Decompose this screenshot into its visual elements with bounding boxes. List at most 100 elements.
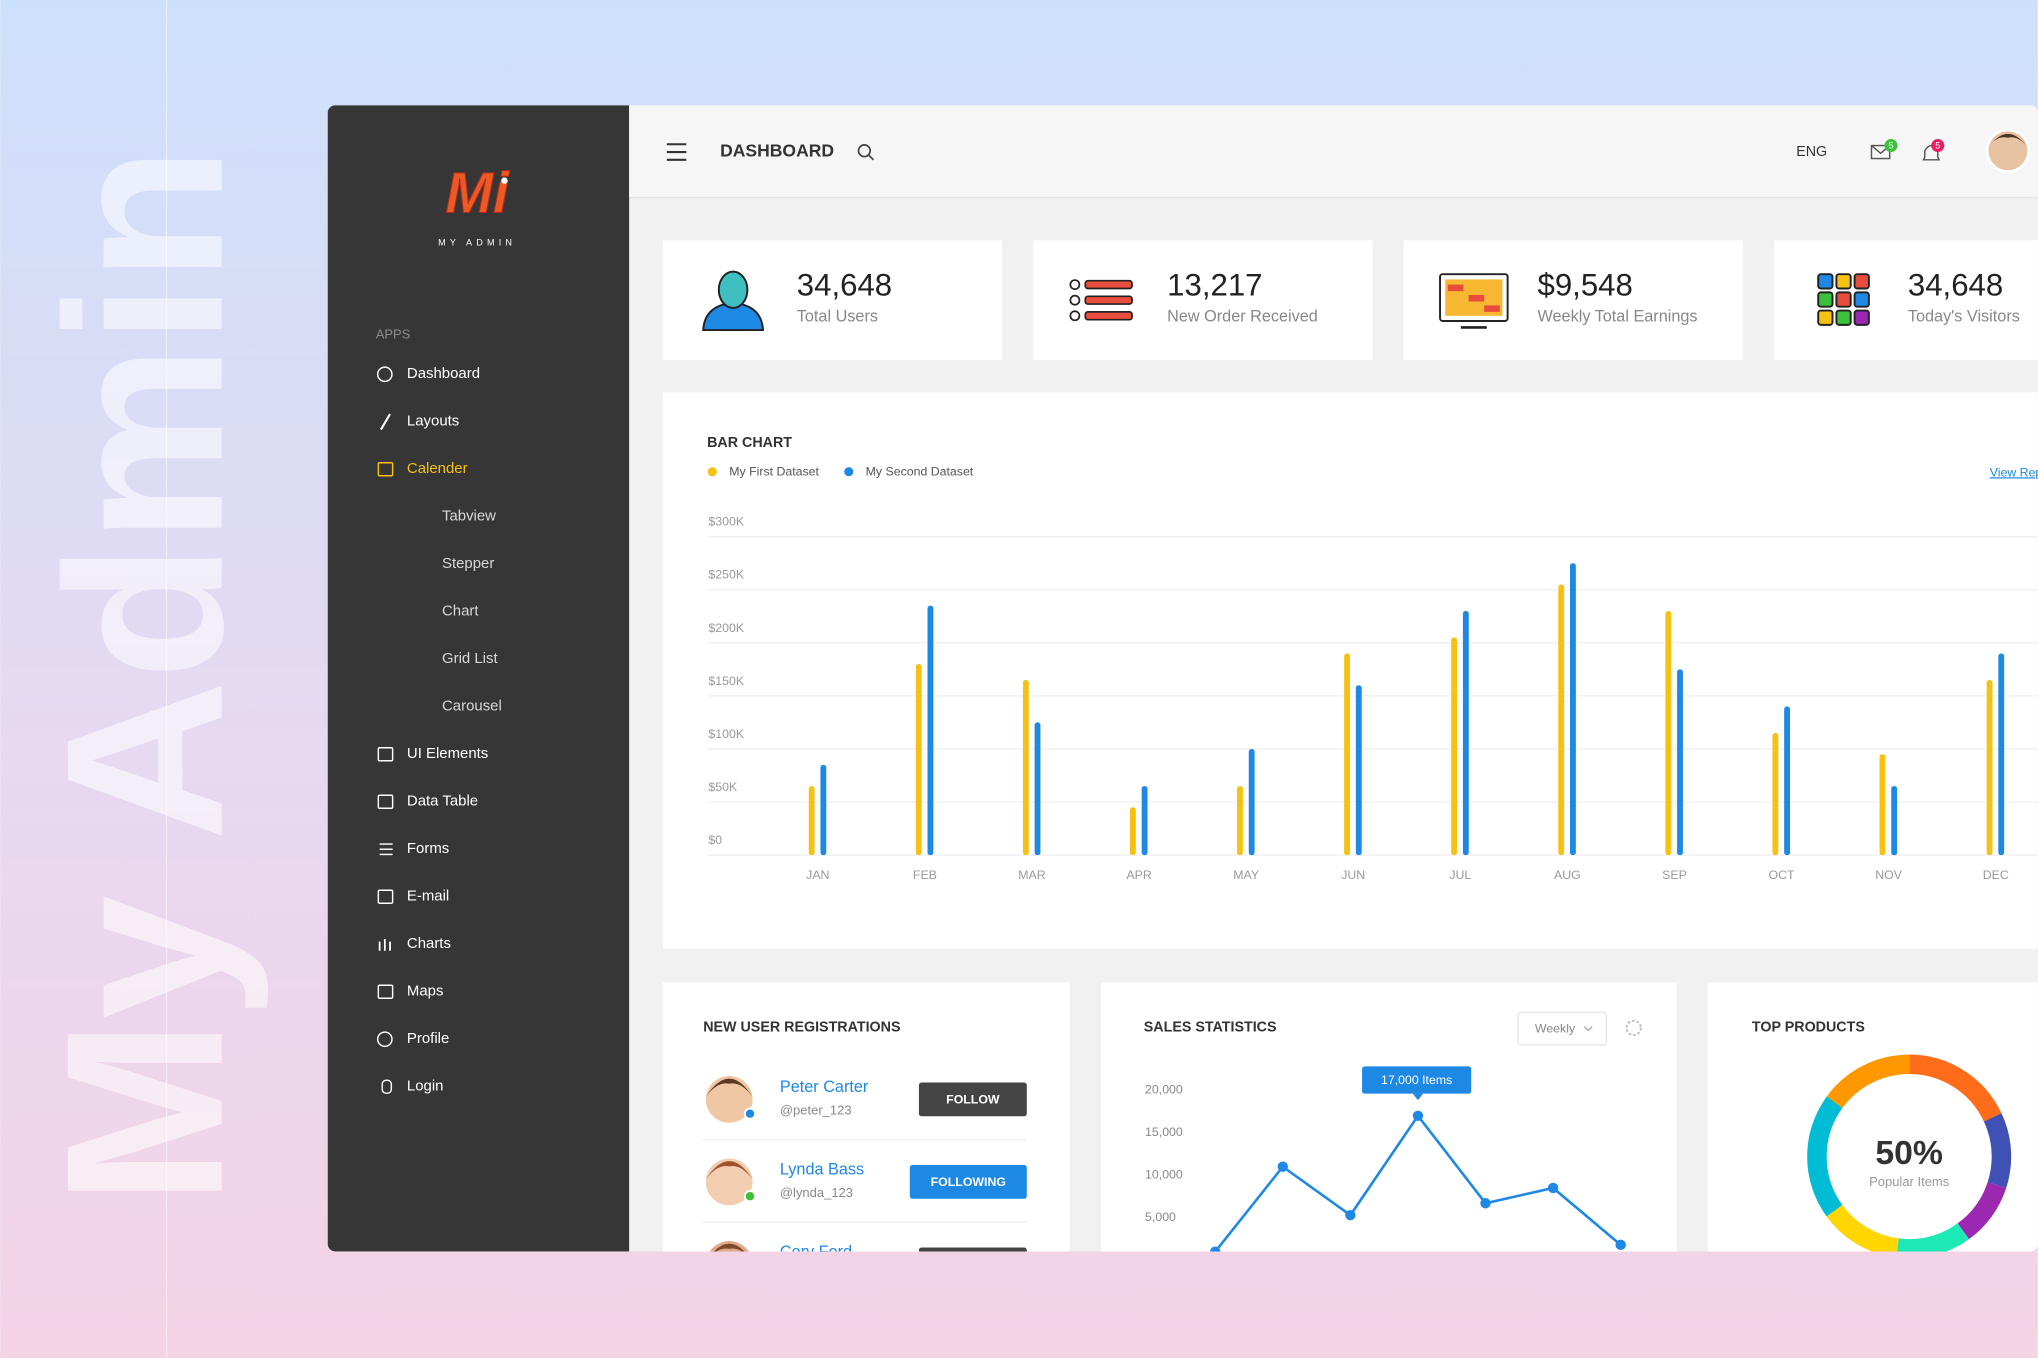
avatar-hair — [705, 1078, 753, 1097]
mail-badge — [1884, 139, 1898, 153]
nav-item[interactable]: Chart — [442, 603, 479, 620]
y-tick-label: $50K — [708, 780, 738, 794]
point — [1480, 1198, 1491, 1209]
x-tick-label: AUG — [1554, 868, 1581, 882]
user-name[interactable]: Lynda Bass — [780, 1161, 864, 1179]
user-row: Lynda Bass @lynda_123 FOLLOWING — [703, 1158, 1027, 1223]
stat-icon — [1069, 294, 1081, 306]
mail-icon[interactable] — [1870, 144, 1891, 160]
nav-item[interactable]: Tabview — [442, 508, 496, 525]
bar — [1462, 610, 1469, 856]
point — [1210, 1246, 1221, 1252]
stat-label: Weekly Total Earnings — [1538, 307, 1698, 325]
bar — [1879, 754, 1886, 856]
logo-dot — [501, 177, 508, 184]
user-name[interactable]: Peter Carter — [780, 1078, 869, 1096]
y-tick-label: $100K — [708, 727, 744, 741]
user-avatar[interactable] — [1985, 128, 2031, 173]
nav-item[interactable]: Profile — [376, 1030, 450, 1047]
legend-label: My First Dataset — [729, 465, 819, 479]
follow-button[interactable] — [909, 1165, 1027, 1199]
bar-chart: BAR CHART View Report My First Dataset My S… — [707, 435, 2038, 882]
y-tick-label: $250K — [708, 568, 744, 582]
stat-icon — [1835, 273, 1852, 290]
settings-icon[interactable] — [1625, 1019, 1642, 1037]
stat-icon — [1817, 273, 1834, 290]
search-icon — [868, 154, 875, 161]
point — [1547, 1182, 1559, 1194]
sidebar-content: Mi MY ADMIN APPS Dashboard Layouts Calender Ta… — [376, 161, 512, 1095]
bar — [1022, 679, 1029, 856]
x-tick-label: DEC — [1983, 868, 2009, 882]
nav-label: Dashboard — [407, 365, 480, 382]
ring-segment — [1807, 1054, 2012, 1252]
y-tick-label: $0 — [708, 833, 722, 847]
nav-icon — [377, 889, 394, 904]
user-avatar-hair — [1989, 133, 2027, 146]
nav-item[interactable]: Forms — [379, 840, 450, 857]
bar — [820, 764, 827, 856]
bar — [1129, 807, 1136, 856]
nav-item[interactable]: Data Table — [377, 793, 478, 810]
y-tick-label: 10,000 — [1145, 1167, 1183, 1181]
top-products: TOP PRODUCTS 50% Popular Items — [1752, 1020, 2012, 1252]
nav-item[interactable]: Carousel — [442, 698, 502, 715]
user-handle: @lynda_123 — [780, 1185, 853, 1200]
legend-dot — [844, 467, 854, 477]
nav-item[interactable]: Maps — [377, 983, 444, 1000]
button-label: FOLLOWING — [931, 1175, 1006, 1189]
point — [1277, 1161, 1289, 1172]
nav-item[interactable]: Charts — [378, 935, 451, 952]
plot — [1210, 1110, 1626, 1252]
nav-item[interactable]: Dashboard — [376, 365, 480, 382]
nav-item[interactable]: Login — [381, 1078, 444, 1095]
header-content: DASHBOARD ENG 5 5 — [666, 128, 2031, 173]
x-tick-label: JUL — [1449, 868, 1471, 882]
watermark: My Admin — [21, 146, 270, 1206]
section-label: APPS — [376, 327, 411, 342]
y-tick-label: 5,000 — [1145, 1210, 1176, 1224]
nav-item[interactable]: UI Elements — [377, 745, 488, 762]
bar-chart-panel — [662, 392, 2038, 949]
stat-icon — [1084, 311, 1133, 321]
chart-link[interactable]: View Report — [1990, 465, 2038, 479]
stat-value: $9,548 — [1538, 267, 1633, 302]
stat-icon — [1468, 294, 1485, 302]
ring-segment — [1807, 1054, 2012, 1252]
nav-label: Login — [407, 1078, 444, 1095]
user-handle: @peter_123 — [780, 1103, 852, 1118]
x-tick-label: JAN — [806, 868, 829, 882]
legend-label: My Second Dataset — [866, 465, 974, 479]
nav-label: Layouts — [407, 413, 459, 430]
stat-icon — [1084, 295, 1133, 305]
nav-item[interactable]: Layouts — [380, 413, 459, 431]
nav-icon — [377, 747, 394, 762]
nav-icon — [381, 1079, 393, 1094]
x-tick-label: SEP — [1662, 868, 1687, 882]
user-name[interactable]: Cory Ford — [780, 1243, 852, 1261]
x-tick-label: FEB — [913, 868, 937, 882]
period-select[interactable] — [1517, 1011, 1608, 1046]
stat-icon — [1853, 291, 1870, 308]
data-label: 17,000 Items — [1381, 1073, 1452, 1087]
nav-icon — [377, 794, 394, 809]
stat-icon — [1835, 309, 1852, 326]
nav-label: Maps — [407, 983, 444, 1000]
avatar — [705, 1158, 753, 1206]
bar — [1558, 584, 1565, 856]
nav-icon — [377, 462, 394, 477]
follow-button[interactable] — [918, 1082, 1027, 1117]
nav-item[interactable]: Grid List — [442, 650, 498, 667]
nav-icon — [377, 984, 394, 999]
bar — [1569, 563, 1576, 856]
nav-item[interactable]: E-mail — [377, 888, 449, 905]
language[interactable]: ENG — [1796, 144, 1827, 160]
avatar-hair — [705, 1161, 753, 1180]
nav-label: Calender — [407, 460, 468, 477]
y-tick-label: 15,000 — [1145, 1125, 1183, 1139]
nav-item[interactable]: Stepper — [442, 555, 494, 572]
nav-item[interactable]: Calender — [377, 460, 468, 477]
nav-label: Forms — [407, 840, 449, 857]
status-dot — [743, 1190, 757, 1203]
